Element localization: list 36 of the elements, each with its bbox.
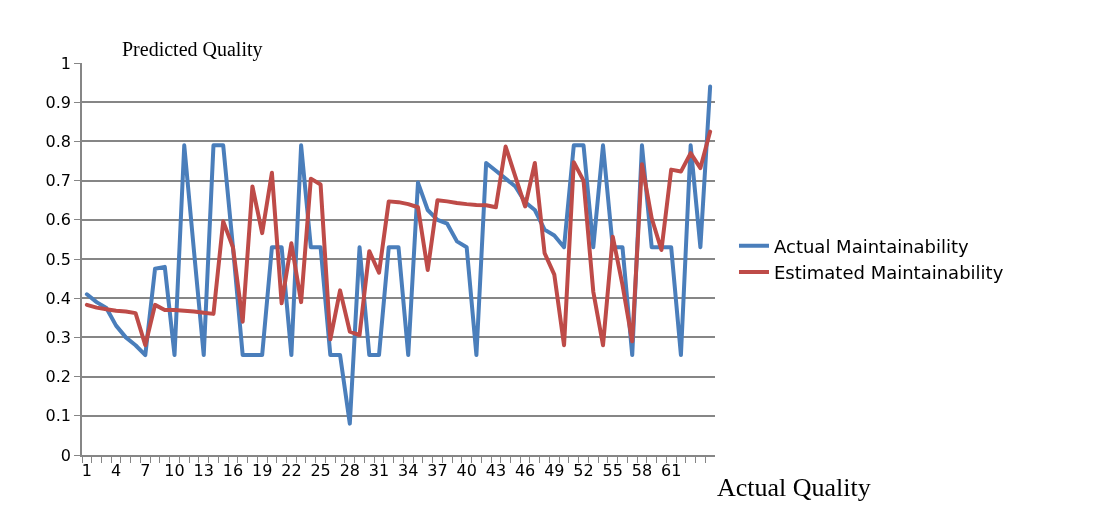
x-tick-label: 1 [81,460,92,480]
y-tick-label: 0.2 [45,367,72,387]
x-tick-label: 28 [339,460,360,480]
x-tick-label: 61 [661,460,682,480]
x-tick-label: 25 [310,460,331,480]
x-tick-label: 10 [164,460,185,480]
x-tick-label: 22 [281,460,302,480]
legend-label: Actual Maintainability [773,235,970,257]
y-tick-label: 0.8 [45,132,72,151]
x-tick-label: 40 [456,460,477,480]
x-tick-label: 46 [514,460,536,480]
x-tick-label: 7 [140,460,151,480]
x-tick-label: 55 [602,460,623,480]
x-tick-label: 49 [544,460,565,480]
y-tick-label: 0 [60,445,72,465]
legend-label: Estimated Maintainability [773,262,1004,284]
x-tick-label: 58 [631,460,653,480]
y-tick-label: 0.4 [45,288,72,308]
x-tick-label: 19 [251,460,273,480]
y-tick-label: 1 [60,53,72,73]
x-tick-label: 43 [485,460,507,480]
y-tick-label: 0.3 [45,328,72,347]
x-axis-title: Actual Quality [717,473,871,502]
y-tick-label: 0.1 [45,406,72,426]
x-tick-label: 16 [222,460,244,480]
x-tick-label: 37 [427,460,448,480]
y-axis-title: Predicted Quality [122,38,263,61]
x-tick-label: 52 [573,460,594,480]
x-tick-label: 4 [110,460,122,480]
y-tick-label: 0.9 [45,92,72,112]
y-tick-label: 0.6 [45,210,72,230]
x-tick-label: 34 [398,460,419,480]
x-tick-label: 13 [193,460,214,480]
x-tick-label: 31 [368,460,390,480]
y-tick-label: 0.7 [45,171,72,191]
y-tick-label: 0.5 [45,249,72,269]
